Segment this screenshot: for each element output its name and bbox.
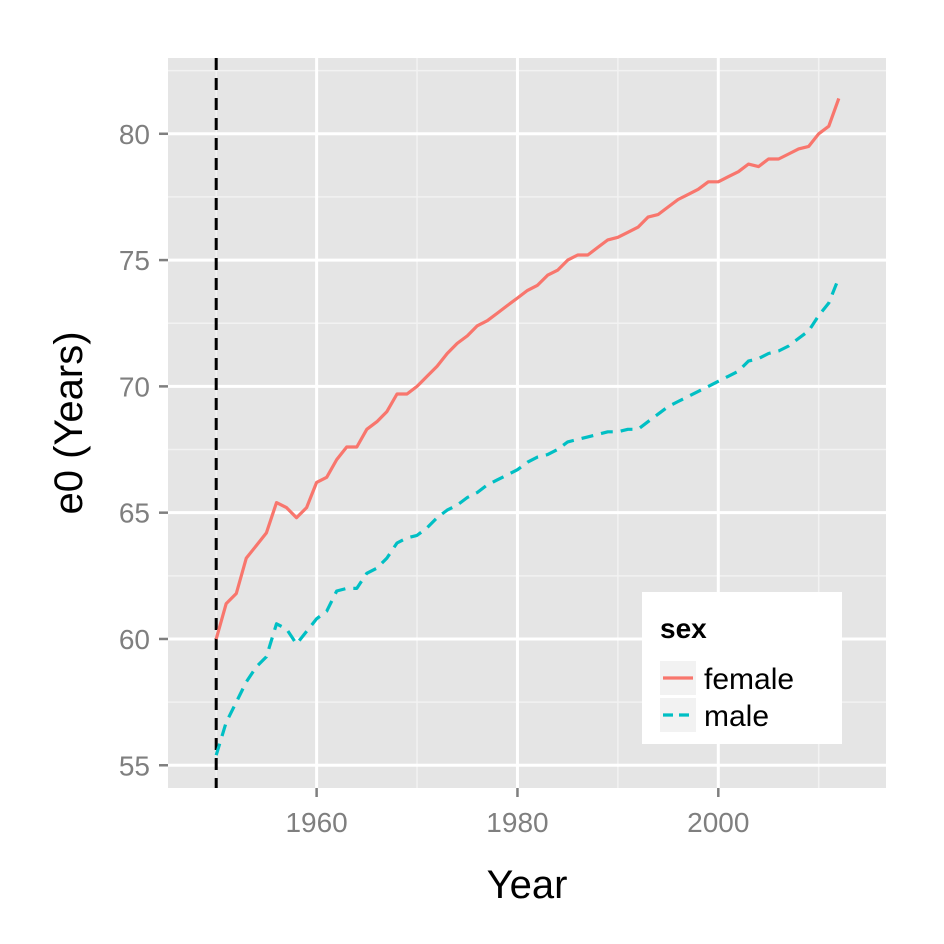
legend-label-female: female xyxy=(704,663,794,696)
x-axis-title: Year xyxy=(487,863,568,907)
y-tick-label-0: 55 xyxy=(119,750,150,781)
legend-title: sex xyxy=(660,613,707,644)
y-tick-label-5: 80 xyxy=(119,119,150,150)
series-line-female xyxy=(214,97,841,640)
x-tick-label-2: 2000 xyxy=(687,807,749,838)
grid-minor xyxy=(168,58,886,788)
series-layer xyxy=(214,97,841,756)
y-tick-label-4: 75 xyxy=(119,245,150,276)
y-axis: 55 60 65 70 75 80 xyxy=(119,119,168,781)
y-tick-label-3: 70 xyxy=(119,371,150,402)
legend: sex female male xyxy=(642,592,842,744)
x-axis: 1960 1980 2000 xyxy=(285,788,749,838)
grid-major xyxy=(168,58,886,788)
y-axis-title: e0 (Years) xyxy=(47,331,91,514)
legend-items: female male xyxy=(660,661,794,733)
x-tick-label-0: 1960 xyxy=(285,807,347,838)
legend-label-male: male xyxy=(704,700,769,733)
series-line-male xyxy=(214,277,841,756)
y-tick-label-2: 65 xyxy=(119,498,150,529)
y-tick-label-1: 60 xyxy=(119,624,150,655)
x-tick-label-1: 1980 xyxy=(486,807,548,838)
